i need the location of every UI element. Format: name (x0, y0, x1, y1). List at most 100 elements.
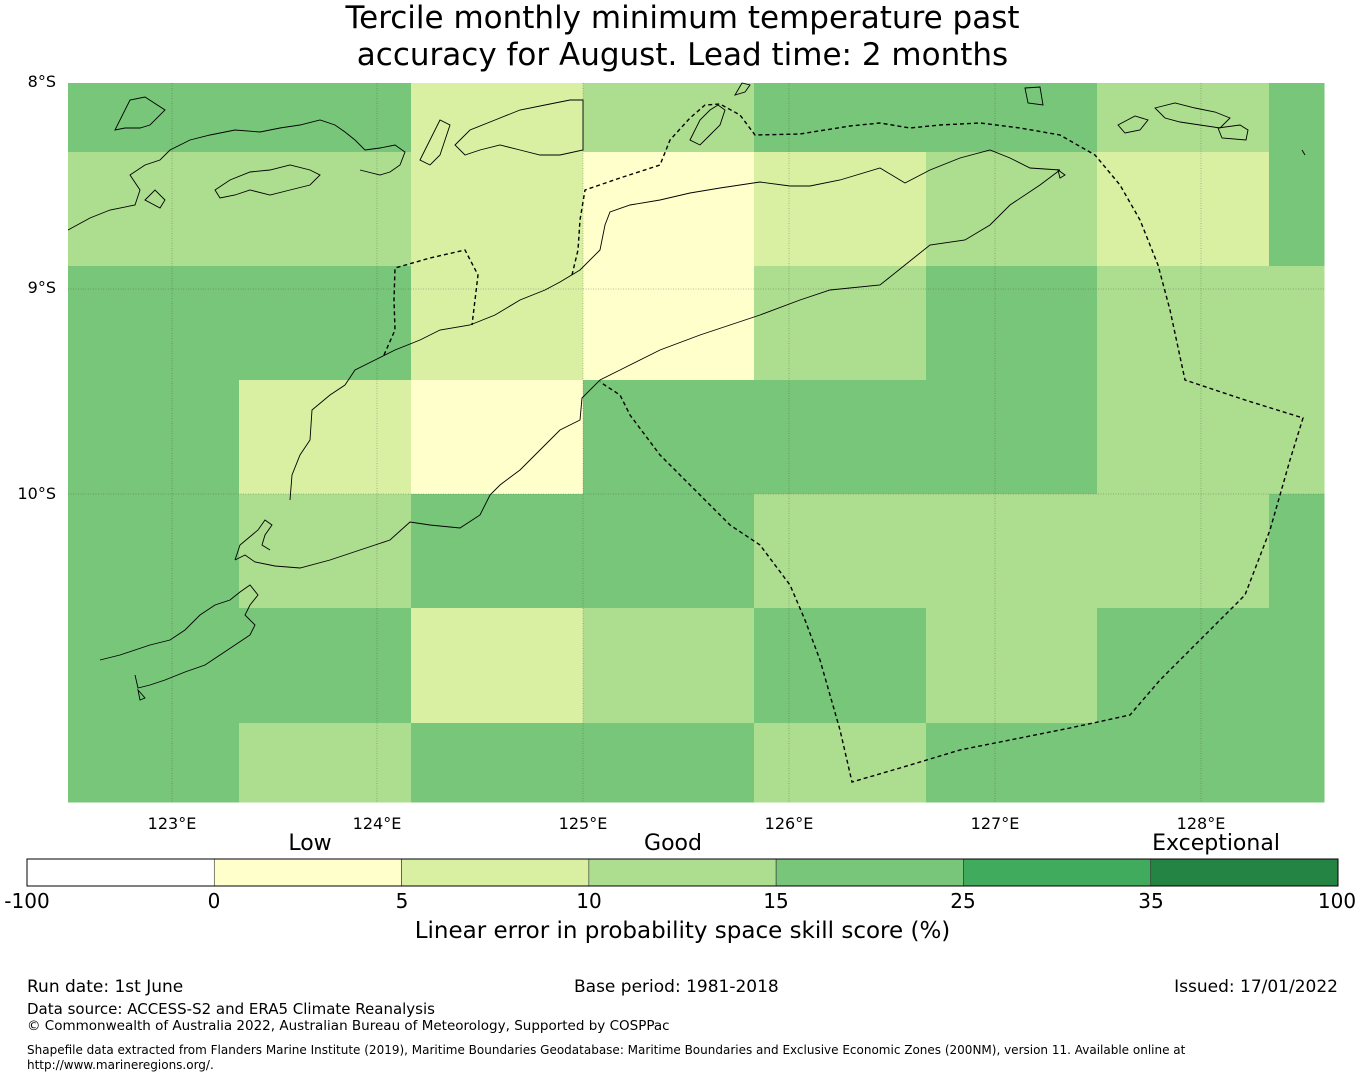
grid-cell (1097, 83, 1270, 153)
grid-cell (1269, 608, 1325, 724)
graticule (68, 83, 1324, 802)
grid-cell (239, 83, 412, 153)
grid-cell (583, 380, 755, 495)
grid-cell (926, 723, 1098, 803)
grid-cell (1269, 494, 1325, 609)
grid-cell (1269, 266, 1325, 381)
run-date: Run date: 1st June (27, 977, 184, 997)
base-period: Base period: 1981-2018 (574, 977, 779, 997)
maritime-boundary (383, 103, 1304, 783)
colorbar (26, 858, 1339, 887)
grid-cell (1269, 723, 1325, 803)
grid-cell (926, 608, 1098, 724)
grid-cell (239, 266, 412, 381)
data-source: Data source: ACCESS-S2 and ERA5 Climate … (27, 1000, 435, 1018)
grid-cell (411, 380, 584, 495)
lon-label-124e: 124°E (352, 814, 402, 833)
grid-cell (926, 83, 1098, 153)
grid-cell (583, 723, 755, 803)
lat-label-10s: 10°S (17, 484, 56, 503)
grid-cell (239, 723, 412, 803)
grid-cell (754, 494, 927, 609)
grid-cell (239, 494, 412, 609)
grid-cell (1269, 380, 1325, 495)
colorbar-tick: 0 (207, 889, 221, 913)
shapefile-credit: Shapefile data extracted from Flanders M… (27, 1043, 1327, 1073)
colorbar-tick: 15 (763, 889, 789, 913)
grid-cell (583, 152, 755, 267)
title-line-2: accuracy for August. Lead time: 2 months (356, 37, 1009, 73)
coastlines (67, 82, 1306, 701)
grid-cell (1097, 494, 1270, 609)
grid-cell (239, 152, 412, 267)
colorbar-segment (963, 858, 1152, 887)
lon-label-127e: 127°E (970, 814, 1020, 833)
grid-cell (411, 723, 584, 803)
grid-cell (926, 266, 1098, 381)
colorbar-tick: 25 (950, 889, 976, 913)
grid-cell (754, 152, 927, 267)
lon-label-126e: 126°E (764, 814, 814, 833)
colorbar-tick: -100 (4, 889, 50, 913)
grid-cell (411, 152, 584, 267)
colorbar-tick: 10 (576, 889, 602, 913)
grid-cell (68, 380, 240, 495)
category-exceptional: Exceptional (1152, 831, 1280, 856)
grid-cell (68, 494, 240, 609)
grid-cell (754, 266, 927, 381)
grid-cell (68, 723, 240, 803)
colorbar-segment (588, 858, 777, 887)
colorbar-segment (401, 858, 590, 887)
grid-cell (1097, 608, 1270, 724)
lat-label-8s: 8°S (27, 72, 56, 91)
lon-label-123e: 123°E (147, 814, 197, 833)
category-good: Good (644, 831, 702, 856)
grid-cell (68, 266, 240, 381)
grid-cell (583, 494, 755, 609)
grid-cell (411, 494, 584, 609)
category-low: Low (288, 831, 332, 856)
grid-cell (1269, 83, 1325, 153)
colorbar-segment (1150, 858, 1339, 887)
grid-cell (926, 494, 1098, 609)
grid-cell (1097, 723, 1270, 803)
lon-label-128e: 128°E (1176, 814, 1226, 833)
grid-cell (68, 608, 240, 724)
grid-cell (411, 608, 584, 724)
grid-cell (239, 380, 412, 495)
grid-cell (1097, 266, 1270, 381)
grid-cell (68, 83, 240, 153)
skill-grid (68, 83, 1325, 803)
grid-cell (411, 83, 584, 153)
colorbar-tick: 35 (1138, 889, 1164, 913)
grid-cell (754, 608, 927, 724)
colorbar-segment (213, 858, 402, 887)
grid-cell (926, 380, 1098, 495)
grid-cell (68, 152, 240, 267)
grid-cell (754, 723, 927, 803)
grid-cell (583, 83, 755, 153)
shapefile-credit-line-2: http://www.marineregions.org/. (27, 1058, 214, 1072)
grid-cell (926, 152, 1098, 267)
grid-cell (583, 608, 755, 724)
chart-title: Tercile monthly minimum temperature past… (0, 0, 1365, 74)
issued-date: Issued: 17/01/2022 (1174, 977, 1338, 997)
colorbar-frame (26, 858, 1339, 887)
grid-cell (1097, 152, 1270, 267)
grid-cell (239, 608, 412, 724)
grid-cell (754, 83, 927, 153)
grid-cell (1269, 152, 1325, 267)
colorbar-label: Linear error in probability space skill … (414, 918, 951, 944)
colorbar-segment (26, 858, 215, 887)
lat-label-9s: 9°S (27, 278, 56, 297)
title-line-1: Tercile monthly minimum temperature past (345, 0, 1020, 36)
shapefile-credit-line-1: Shapefile data extracted from Flanders M… (27, 1043, 1186, 1057)
lon-label-125e: 125°E (558, 814, 608, 833)
grid-cell (583, 266, 755, 381)
copyright: © Commonwealth of Australia 2022, Austra… (27, 1018, 670, 1034)
colorbar-tick: 100 (1317, 889, 1357, 913)
grid-cell (1097, 380, 1270, 495)
grid-cell (754, 380, 927, 495)
colorbar-segment (775, 858, 964, 887)
